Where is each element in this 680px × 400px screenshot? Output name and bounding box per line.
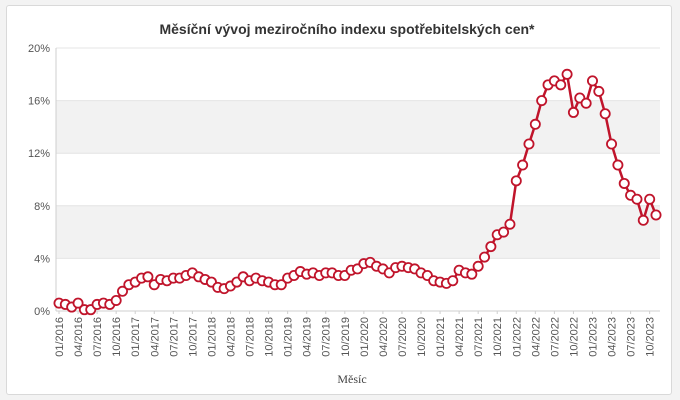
y-tick-label: 20%: [28, 43, 50, 55]
x-tick-label: 01/2021: [435, 317, 447, 357]
x-tick-label: 07/2023: [626, 317, 638, 357]
data-point: [599, 108, 611, 120]
data-point: [555, 79, 567, 91]
data-point: [72, 297, 84, 309]
y-tick-label: 12%: [28, 148, 50, 160]
x-tick-label: 01/2018: [206, 317, 218, 357]
data-point: [479, 251, 491, 263]
data-point: [618, 177, 630, 189]
x-tick-label: 10/2018: [264, 317, 276, 357]
data-point: [466, 268, 478, 280]
x-tick-label: 01/2020: [359, 317, 371, 357]
x-tick-label: 07/2016: [92, 317, 104, 357]
x-tick-label: 10/2016: [111, 317, 123, 357]
data-point: [637, 214, 649, 226]
data-point: [561, 68, 573, 80]
x-tick-label: 10/2022: [568, 317, 580, 357]
data-point: [517, 159, 529, 171]
line-chart: Měsíční vývoj meziročního indexu spotřeb…: [28, 21, 662, 386]
y-tick-label: 16%: [28, 96, 50, 108]
data-point: [593, 85, 605, 97]
data-point: [650, 209, 662, 221]
data-point: [110, 294, 122, 306]
x-tick-label: 07/2019: [321, 317, 333, 357]
x-tick-label: 10/2019: [340, 317, 352, 357]
data-point: [580, 97, 592, 109]
chart-frame: Měsíční vývoj meziročního indexu spotřeb…: [6, 5, 672, 395]
data-point: [612, 159, 624, 171]
data-point: [485, 241, 497, 253]
data-point: [117, 285, 129, 297]
plot-band: [56, 100, 660, 154]
x-tick-label: 01/2022: [511, 317, 523, 357]
data-point: [472, 260, 484, 272]
data-point: [142, 271, 154, 283]
data-point: [606, 138, 618, 150]
data-point: [275, 279, 287, 291]
x-tick-label: 04/2021: [454, 317, 466, 357]
x-tick-label: 07/2018: [245, 317, 257, 357]
data-point: [504, 218, 516, 230]
x-tick-label: 07/2022: [549, 317, 561, 357]
y-tick-label: 0%: [34, 306, 50, 318]
x-tick-label: 01/2019: [283, 317, 295, 357]
x-tick-label: 07/2021: [473, 317, 485, 357]
x-tick-label: 10/2021: [492, 317, 504, 357]
y-tick-label: 4%: [34, 253, 50, 265]
x-tick-label: 04/2023: [607, 317, 619, 357]
x-tick-label: 01/2023: [587, 317, 599, 357]
x-tick-label: 04/2017: [149, 317, 161, 357]
x-tick-label: 04/2018: [225, 317, 237, 357]
y-tick-label: 8%: [34, 201, 50, 213]
x-tick-label: 04/2019: [302, 317, 314, 357]
x-tick-label: 10/2020: [416, 317, 428, 357]
x-tick-label: 10/2023: [645, 317, 657, 357]
x-tick-label: 04/2022: [530, 317, 542, 357]
chart-title: Měsíční vývoj meziročního indexu spotřeb…: [159, 21, 535, 37]
data-point: [529, 118, 541, 130]
plot-band: [56, 205, 660, 259]
data-point: [447, 275, 459, 287]
x-tick-label: 07/2020: [397, 317, 409, 357]
data-point: [536, 95, 548, 107]
data-point: [631, 193, 643, 205]
x-tick-label: 01/2017: [130, 317, 142, 357]
data-point: [510, 175, 522, 187]
data-point: [523, 138, 535, 150]
x-tick-label: 01/2016: [54, 317, 66, 357]
x-tick-label: 07/2017: [168, 317, 180, 357]
x-axis-label: Měsíc: [337, 372, 366, 386]
x-tick-label: 10/2017: [187, 317, 199, 357]
data-point: [644, 193, 656, 205]
x-tick-label: 04/2016: [73, 317, 85, 357]
data-point: [586, 75, 598, 87]
x-tick-label: 04/2020: [378, 317, 390, 357]
data-point: [498, 226, 510, 238]
data-point: [567, 106, 579, 118]
